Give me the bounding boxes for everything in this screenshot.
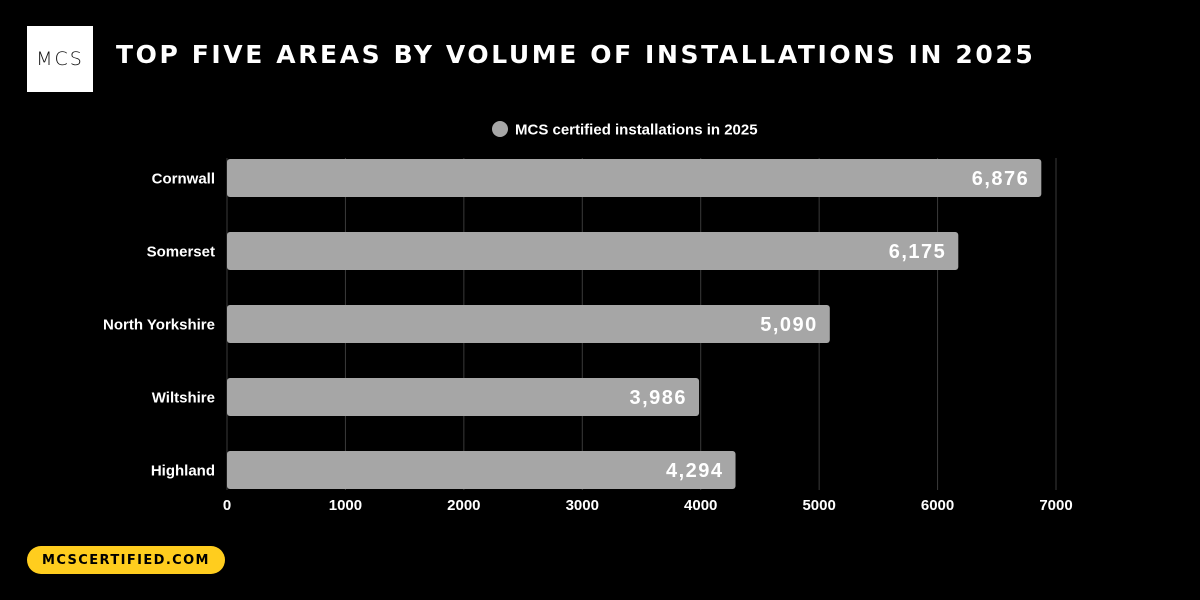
data-label: 3,986	[629, 387, 687, 409]
data-label: 5,090	[760, 314, 818, 336]
x-tick-label: 0	[223, 497, 231, 514]
x-tick-label: 5000	[802, 497, 835, 514]
bar-wiltshire	[227, 378, 700, 416]
data-label: 4,294	[666, 460, 724, 482]
category-label: Somerset	[147, 244, 215, 261]
x-tick-label: 3000	[566, 497, 599, 514]
legend-label: MCS certified installations in 2025	[515, 122, 758, 139]
x-tick-label: 1000	[329, 497, 362, 514]
data-label: 6,876	[972, 168, 1030, 190]
category-label: North Yorkshire	[103, 317, 215, 334]
x-tick-label: 7000	[1039, 497, 1072, 514]
x-tick-label: 6000	[921, 497, 954, 514]
bar-somerset	[227, 232, 959, 270]
bar-highland	[227, 451, 736, 489]
legend-marker	[492, 121, 508, 137]
bar-cornwall	[227, 159, 1042, 197]
category-label: Highland	[151, 463, 215, 480]
logo-text: MCS	[36, 48, 84, 70]
category-label: Wiltshire	[152, 390, 215, 407]
page-title: TOP FIVE AREAS BY VOLUME OF INSTALLATION…	[116, 40, 1036, 69]
data-label: 6,175	[889, 241, 947, 263]
mcs-logo: MCS	[27, 26, 93, 92]
website-badge[interactable]: MCSCERTIFIED.COM	[27, 546, 225, 574]
category-label: Cornwall	[152, 171, 215, 188]
x-tick-label: 2000	[447, 497, 480, 514]
bar-north-yorkshire	[227, 305, 830, 343]
x-tick-label: 4000	[684, 497, 717, 514]
